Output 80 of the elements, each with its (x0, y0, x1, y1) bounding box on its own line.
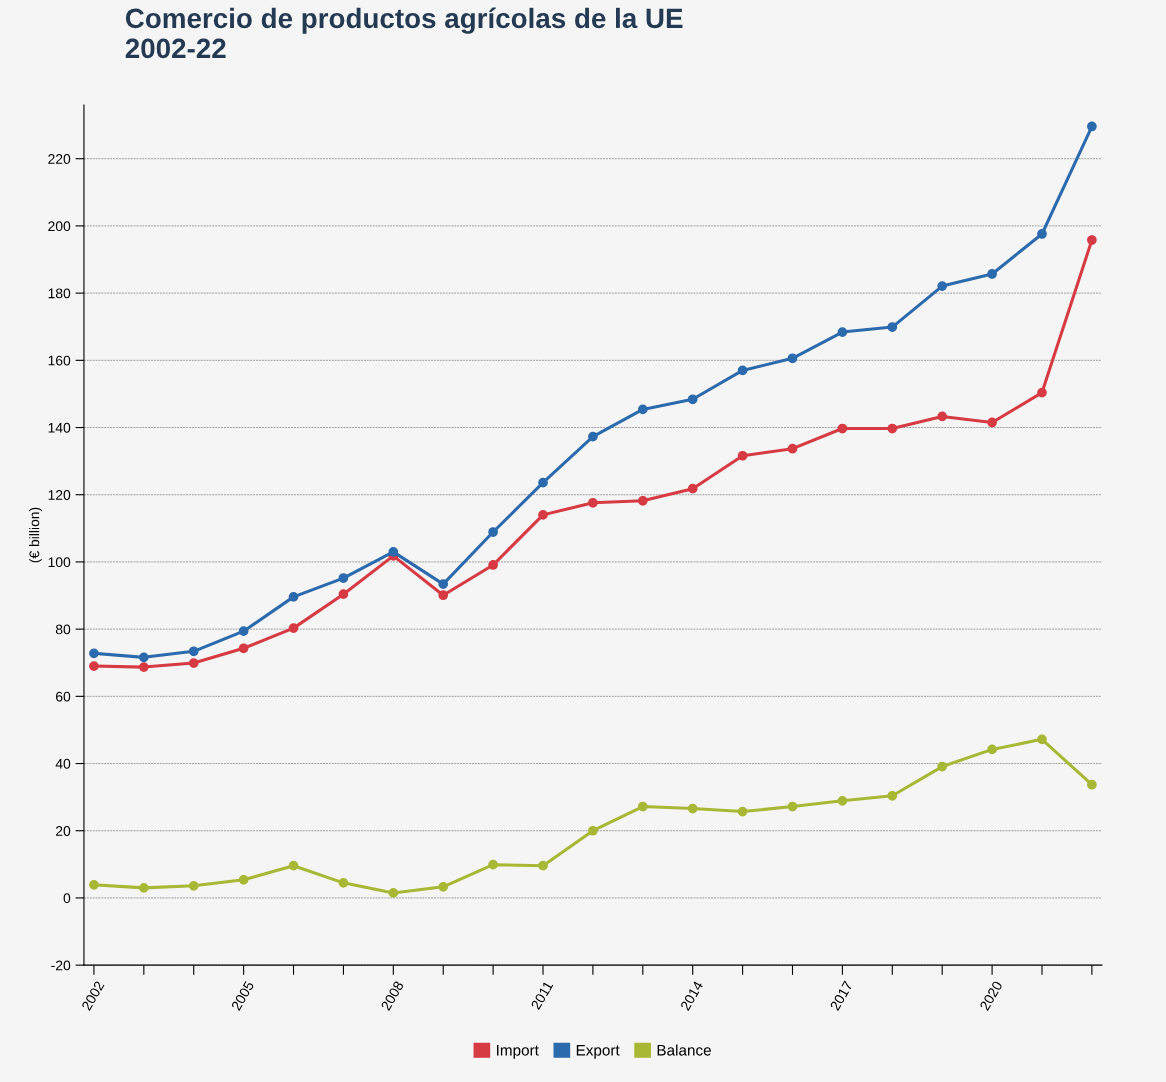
y-tick-label: 60 (56, 691, 71, 702)
y-tick-label: 160 (48, 355, 71, 366)
y-tick-label: 220 (48, 154, 71, 164)
point (89, 648, 99, 659)
point (538, 510, 548, 520)
point (1037, 229, 1047, 239)
point (538, 477, 548, 488)
point (787, 443, 798, 454)
y-tick-label: 180 (48, 288, 71, 299)
point (737, 450, 748, 461)
point (837, 423, 848, 434)
y-tick-label: 200 (48, 221, 71, 232)
point (338, 589, 349, 600)
point (438, 590, 449, 601)
point (987, 744, 997, 755)
point (89, 661, 99, 671)
point (637, 801, 648, 812)
point (188, 646, 199, 657)
point (338, 877, 349, 888)
y-tick-label: 40 (55, 758, 71, 769)
legend-label: Balance (657, 1044, 711, 1056)
point (787, 353, 798, 364)
point (588, 497, 598, 508)
point (138, 882, 149, 893)
y-tick-label: 20 (56, 826, 71, 836)
point (338, 573, 349, 583)
point (887, 790, 898, 801)
point (89, 879, 99, 890)
point (238, 626, 249, 637)
point (1087, 779, 1097, 790)
y-tick-label: 120 (48, 490, 71, 500)
point (687, 483, 698, 494)
point (538, 860, 548, 871)
point (288, 623, 299, 633)
point (1087, 121, 1097, 132)
chart-title: Comercio de productos agrícolas de la UE 2002-22 (125, 7, 683, 59)
point (488, 560, 498, 570)
point (837, 795, 848, 806)
point (288, 860, 299, 871)
point (837, 327, 848, 337)
point (937, 281, 948, 291)
point (937, 411, 948, 422)
y-tick-label: 0 (63, 893, 71, 904)
point (588, 825, 598, 836)
legend-label: Export (576, 1044, 620, 1059)
point (388, 546, 399, 557)
point (637, 404, 648, 415)
point (687, 803, 698, 814)
point (787, 801, 798, 812)
y-tick-label: 100 (48, 557, 71, 568)
point (737, 365, 748, 376)
point (987, 417, 997, 428)
point (288, 592, 299, 602)
point (1037, 734, 1047, 745)
point (488, 859, 498, 870)
point (1037, 387, 1047, 398)
point (188, 658, 199, 668)
point (887, 423, 898, 434)
point (987, 269, 997, 279)
point (238, 874, 249, 885)
legend-label: Import (497, 1044, 539, 1059)
y-tick-label: 140 (48, 422, 71, 433)
y-tick-label: 80 (55, 624, 71, 635)
point (438, 881, 449, 892)
point (737, 806, 748, 817)
point (887, 322, 898, 332)
point (188, 880, 199, 891)
point (588, 431, 598, 442)
y-tick-label: -20 (51, 960, 71, 971)
point (138, 652, 149, 663)
point (238, 643, 249, 654)
point (637, 495, 648, 506)
point (388, 888, 399, 898)
point (687, 394, 698, 405)
point (138, 662, 149, 672)
point (937, 761, 948, 772)
point (1087, 235, 1097, 245)
point (438, 579, 449, 589)
point (488, 527, 498, 537)
y-axis-title: (€ billion) (29, 507, 43, 563)
